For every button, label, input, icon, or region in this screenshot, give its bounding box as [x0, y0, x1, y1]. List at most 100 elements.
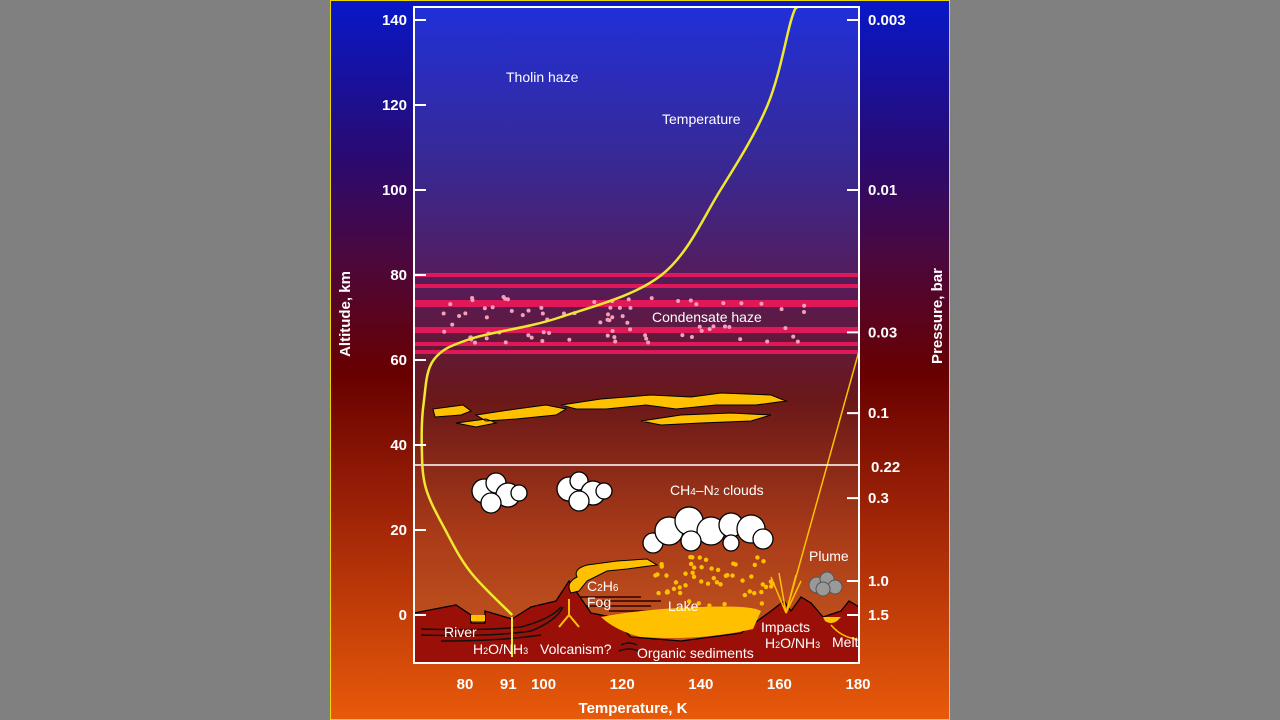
rain-drop: [733, 562, 738, 567]
haze-dot: [484, 315, 489, 320]
rain-drop: [709, 566, 714, 571]
impacts-h2o-nh3-label: H2O/NH3: [765, 635, 820, 651]
x-tick-label: 140: [688, 676, 713, 693]
y-tick-label: 20: [390, 522, 407, 539]
h2o-nh3-label: H2O/NH3: [473, 641, 528, 657]
lake-shape: [601, 606, 761, 638]
y-axis-title: Altitude, km: [337, 271, 354, 357]
y-tick-label: 100: [382, 182, 407, 199]
y-tick-label: 60: [390, 352, 407, 369]
rain-drop: [763, 584, 769, 590]
haze-dot: [649, 296, 654, 301]
haze-dot: [765, 339, 770, 344]
haze-dot: [694, 302, 699, 307]
haze-dot: [612, 335, 617, 340]
temperature-curve: [420, 6, 799, 616]
haze-dot: [482, 306, 487, 311]
rain-drop: [699, 564, 704, 570]
haze-dot: [721, 301, 726, 306]
haze-dot: [606, 312, 611, 317]
rain-drop: [705, 581, 711, 586]
haze-dot: [628, 305, 633, 310]
haze-dot: [801, 309, 806, 314]
haze-dot: [450, 322, 455, 327]
haze-dot: [791, 334, 796, 339]
rain-drop: [761, 559, 766, 564]
rain-drop: [653, 573, 658, 578]
x-tick-label: 91: [500, 676, 517, 693]
temperature-label: Temperature: [662, 111, 741, 127]
haze-dot: [802, 303, 807, 308]
x-tick-label: 120: [610, 676, 635, 693]
rain-drop: [749, 574, 754, 579]
rain-drop: [686, 599, 692, 604]
y-tick-label: 120: [382, 97, 407, 114]
haze-dot: [509, 308, 514, 313]
rain-drop: [752, 562, 757, 568]
pressure-tick-label: 0.01: [868, 182, 897, 199]
plume-cloud-icon: [808, 571, 843, 597]
haze-dot: [625, 320, 630, 325]
rain-drop: [699, 579, 704, 584]
haze-dot: [442, 329, 447, 334]
rain-drop: [697, 555, 702, 560]
haze-dot: [520, 313, 525, 318]
haze-band: [414, 273, 859, 277]
haze-dot: [610, 328, 615, 333]
condensate-haze-bands: [414, 273, 859, 354]
river-label: River: [444, 624, 477, 640]
cloud-icon: [556, 471, 613, 512]
haze-dot: [617, 305, 622, 310]
rain-drop: [659, 564, 664, 569]
condensate-haze-label: Condensate haze: [652, 309, 762, 325]
impact-rays: [770, 350, 860, 640]
organic-sediments-label: Organic sediments: [637, 645, 754, 661]
y-tick-label: 40: [390, 437, 407, 454]
pressure-tick-label: 1.5: [868, 607, 889, 624]
rain-drop: [730, 573, 735, 578]
lake-label: Lake: [668, 598, 699, 614]
haze-dot: [540, 311, 545, 316]
titan-atmosphere-diagram: 0 20 40 60 80 100 120 140 80 91 100 120 140 160 180 0.0…: [330, 0, 950, 720]
pressure-tick-label: 0.3: [868, 490, 889, 507]
rain-drop: [759, 601, 765, 606]
haze-dot: [484, 336, 489, 341]
rain-drop: [688, 561, 694, 567]
haze-band: [414, 342, 859, 346]
haze-dot: [628, 327, 633, 332]
rain-drop: [690, 555, 695, 560]
rain-drop: [677, 585, 682, 590]
tholin-haze-label: Tholin haze: [506, 69, 579, 85]
haze-dot: [707, 327, 712, 332]
ch4-n2-clouds: [471, 471, 774, 554]
haze-dot: [526, 333, 531, 338]
haze-dot: [567, 337, 572, 342]
haze-dot: [463, 311, 468, 316]
haze-dot: [738, 337, 743, 342]
haze-dot: [592, 300, 597, 305]
rain-drop: [664, 573, 669, 578]
haze-dot: [526, 308, 531, 313]
haze-dot: [490, 305, 495, 310]
haze-dot: [457, 313, 462, 318]
haze-dot: [448, 302, 453, 307]
impacts-label: Impacts: [761, 619, 810, 635]
rain-drop: [683, 583, 688, 588]
rain-drop: [673, 580, 679, 585]
haze-dot: [646, 340, 651, 345]
volcano-plume: [568, 558, 659, 594]
haze-dot: [529, 335, 534, 340]
clouds-label: CH4–N2 clouds: [670, 482, 764, 498]
rain-drop: [759, 589, 764, 595]
cloud-icon: [642, 506, 774, 554]
haze-dot: [605, 333, 610, 338]
strata-lines: [420, 606, 640, 652]
rain-drop: [722, 602, 727, 607]
rain-drop: [747, 589, 752, 594]
pressure-tick-label: 0.22: [871, 459, 900, 476]
haze-dot: [676, 298, 681, 303]
volcano-vent: [558, 599, 580, 628]
rain-drop: [703, 557, 709, 562]
x-tick-label: 80: [457, 676, 474, 693]
haze-dot: [783, 326, 788, 331]
